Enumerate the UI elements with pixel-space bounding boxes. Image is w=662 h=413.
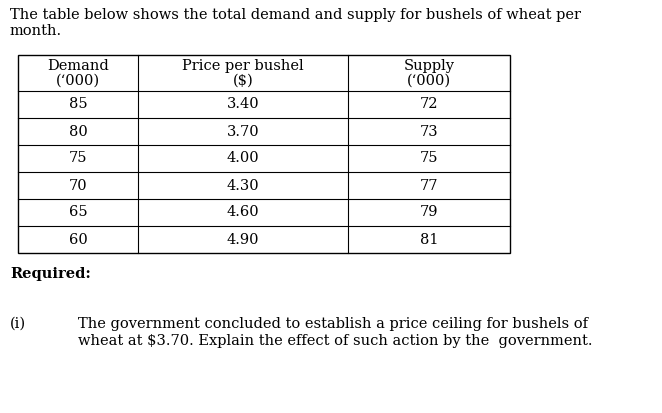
Text: 75: 75: [420, 152, 438, 166]
Text: Required:: Required:: [10, 267, 91, 281]
Text: (‘000): (‘000): [56, 74, 100, 88]
Text: 3.70: 3.70: [226, 124, 260, 138]
Text: 3.40: 3.40: [226, 97, 260, 112]
Text: 4.60: 4.60: [226, 206, 260, 219]
Text: ($): ($): [232, 74, 254, 88]
Text: 73: 73: [420, 124, 438, 138]
Text: Demand: Demand: [47, 59, 109, 73]
Text: (i): (i): [10, 317, 26, 331]
Text: 4.90: 4.90: [227, 233, 260, 247]
Text: Supply: Supply: [404, 59, 455, 73]
Text: 65: 65: [69, 206, 87, 219]
Text: The government concluded to establish a price ceiling for bushels of: The government concluded to establish a …: [78, 317, 588, 331]
Text: 60: 60: [69, 233, 87, 247]
Text: month.: month.: [10, 24, 62, 38]
Text: 72: 72: [420, 97, 438, 112]
Text: 80: 80: [69, 124, 87, 138]
Text: (‘000): (‘000): [407, 74, 451, 88]
Text: 79: 79: [420, 206, 438, 219]
Text: Price per bushel: Price per bushel: [182, 59, 304, 73]
Text: 75: 75: [69, 152, 87, 166]
Text: 4.00: 4.00: [226, 152, 260, 166]
Text: wheat at $3.70. Explain the effect of such action by the  government.: wheat at $3.70. Explain the effect of su…: [78, 334, 592, 348]
Text: 70: 70: [69, 178, 87, 192]
Bar: [18, 55, 510, 253]
Text: 4.30: 4.30: [226, 178, 260, 192]
Text: The table below shows the total demand and supply for bushels of wheat per: The table below shows the total demand a…: [10, 8, 581, 22]
Text: 77: 77: [420, 178, 438, 192]
Text: 81: 81: [420, 233, 438, 247]
Text: 85: 85: [69, 97, 87, 112]
